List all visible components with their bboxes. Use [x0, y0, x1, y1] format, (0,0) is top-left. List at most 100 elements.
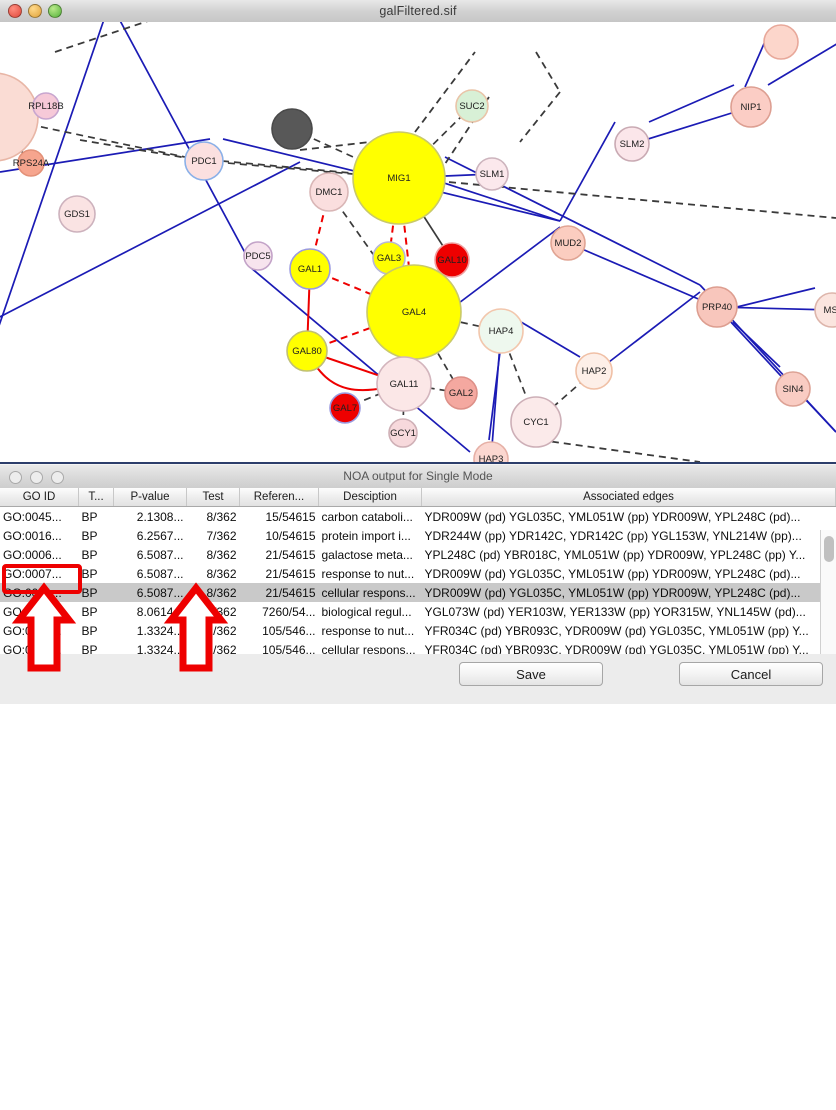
network-edge[interactable]	[520, 321, 581, 358]
column-header-go-id[interactable]: GO ID	[0, 488, 79, 507]
node-label: GAL1	[298, 264, 322, 275]
network-graph[interactable]: RPL18B RPS24A GDS1 PDC1 PDC5 DMC1 MIG1 SUC2 SLM1…	[0, 22, 836, 462]
column-header-test[interactable]: Test	[186, 488, 240, 507]
network-node-gal80[interactable]	[286, 330, 328, 372]
network-node-hap4[interactable]	[478, 308, 524, 354]
node-label: PDC1	[191, 156, 216, 167]
network-node-pdc1[interactable]	[184, 141, 224, 181]
node-label: RPS24A	[13, 158, 50, 169]
network-node-gal2[interactable]	[444, 376, 478, 410]
network-node-hap2[interactable]	[575, 352, 613, 390]
network-node-mud2[interactable]	[550, 225, 586, 261]
network-node-topsmall[interactable]	[763, 24, 799, 60]
network-edge[interactable]	[559, 121, 616, 222]
table-row[interactable]: GO:0031... BP 6.5087... 8/362 21/54615 cellul…	[0, 583, 836, 602]
cancel-button[interactable]: Cancel	[679, 662, 823, 686]
network-edge[interactable]	[732, 321, 781, 368]
noa-close-button[interactable]	[9, 471, 22, 484]
network-node-gal10[interactable]	[434, 242, 470, 278]
network-edge[interactable]	[299, 141, 371, 151]
network-node-mig1[interactable]	[352, 131, 446, 225]
scrollbar-thumb[interactable]	[824, 536, 834, 562]
node-label: GAL11	[390, 379, 419, 390]
network-node-gal11[interactable]	[376, 356, 432, 412]
network-edge[interactable]	[567, 242, 718, 308]
network-edge[interactable]	[221, 160, 836, 219]
network-node-hap3[interactable]	[473, 441, 509, 462]
network-edge[interactable]	[446, 226, 561, 313]
noa-window-controls	[9, 465, 836, 484]
network-edge[interactable]	[519, 91, 561, 143]
network-node-gds1[interactable]	[58, 195, 96, 233]
network-node-slm1[interactable]	[475, 157, 509, 191]
network-edge[interactable]	[736, 287, 816, 308]
network-node-gcy1[interactable]	[388, 418, 418, 448]
save-button[interactable]: Save	[459, 662, 603, 686]
network-node-prp40[interactable]	[696, 286, 738, 328]
window-title: galFiltered.sif	[379, 4, 457, 18]
network-edge[interactable]	[805, 399, 836, 433]
network-edge[interactable]	[79, 139, 206, 162]
cell-test: 8/362	[206, 509, 237, 524]
network-node-msi[interactable]	[814, 292, 836, 328]
network-edge[interactable]	[54, 22, 205, 53]
column-header-reference[interactable]: Referen...	[239, 488, 319, 507]
network-node-rpl18b[interactable]	[32, 92, 60, 120]
network-edge[interactable]	[648, 84, 735, 123]
node-label: MIG1	[387, 173, 410, 184]
table-row[interactable]: GO:0016... BP 6.2567... 7/362 10/54615 protei…	[0, 526, 836, 545]
network-node-gal1[interactable]	[289, 248, 331, 290]
cell-p-value: 6.2567...	[136, 528, 184, 543]
table-row[interactable]: GO:0031... BP 1.3324... 11/362 105/546... res…	[0, 621, 836, 640]
network-node-gal7[interactable]	[329, 392, 361, 424]
network-node-nip1[interactable]	[730, 86, 772, 128]
cell-p-value: 2.1308...	[136, 509, 184, 524]
table-row[interactable]: GO:0045... BP 2.1308... 8/362 15/54615 carbon…	[0, 507, 836, 527]
noa-table-container[interactable]: GO ID T... P-value Test Referen... Desci…	[0, 488, 836, 1110]
network-edge[interactable]	[249, 266, 471, 453]
minimize-button[interactable]	[28, 4, 42, 18]
table-row[interactable]: GO:0006... BP 6.5087... 8/362 21/54615 galact…	[0, 545, 836, 564]
cell-reference: 105/546...	[262, 642, 316, 657]
network-edge[interactable]	[414, 51, 476, 133]
network-node-rps24a[interactable]	[17, 149, 45, 177]
network-edge[interactable]	[419, 96, 490, 203]
network-node-dmc1[interactable]	[309, 172, 349, 212]
network-node-cyc1[interactable]	[510, 396, 562, 448]
table-vertical-scrollbar[interactable]	[820, 530, 836, 662]
cytoscape-window: galFiltered.sif RPL18B RPS24A GDS1 PDC1 PDC5…	[0, 0, 836, 704]
table-row[interactable]: GO:0065... BP 8.0614... 94/362 7260/54... bio…	[0, 602, 836, 621]
network-edge[interactable]	[535, 51, 561, 93]
zoom-button[interactable]	[48, 4, 62, 18]
column-header-associated-edges[interactable]: Associated edges	[421, 488, 836, 507]
noa-zoom-button[interactable]	[51, 471, 64, 484]
network-node-pdc5[interactable]	[243, 241, 273, 271]
network-node-slm2[interactable]	[614, 126, 650, 162]
network-edge[interactable]	[767, 42, 836, 86]
network-node-grey[interactable]	[271, 108, 313, 150]
close-button[interactable]	[8, 4, 22, 18]
column-header-p-value[interactable]: P-value	[113, 488, 187, 507]
network-edge[interactable]	[0, 161, 301, 322]
network-canvas[interactable]: RPL18B RPS24A GDS1 PDC1 PDC5 DMC1 MIG1 SUC2 SLM1…	[0, 22, 836, 464]
network-node-suc2[interactable]	[455, 89, 489, 123]
network-edge[interactable]	[203, 160, 400, 179]
cell-test: 8/362	[206, 547, 237, 562]
network-edge[interactable]	[0, 22, 110, 352]
network-edge[interactable]	[539, 439, 701, 462]
table-row[interactable]: GO:0007... BP 6.5087... 8/362 21/54615 respon…	[0, 564, 836, 583]
cell-go-id: GO:0031...	[3, 623, 62, 638]
column-header-description[interactable]: Desciption	[318, 488, 422, 507]
network-edge[interactable]	[110, 22, 251, 263]
cell-p-value: 6.5087...	[136, 547, 184, 562]
noa-results-table[interactable]: GO ID T... P-value Test Referen... Desci…	[0, 488, 836, 678]
node-label: PDC5	[245, 251, 270, 262]
network-node-bignode[interactable]	[0, 72, 39, 162]
network-node-sin4[interactable]	[775, 371, 811, 407]
cell-type: BP	[81, 547, 98, 562]
noa-panel-title: NOA output for Single Mode	[343, 469, 493, 483]
network-edge[interactable]	[608, 291, 701, 363]
column-header-type[interactable]: T...	[78, 488, 114, 507]
node-label: NIP1	[740, 102, 761, 113]
noa-minimize-button[interactable]	[30, 471, 43, 484]
